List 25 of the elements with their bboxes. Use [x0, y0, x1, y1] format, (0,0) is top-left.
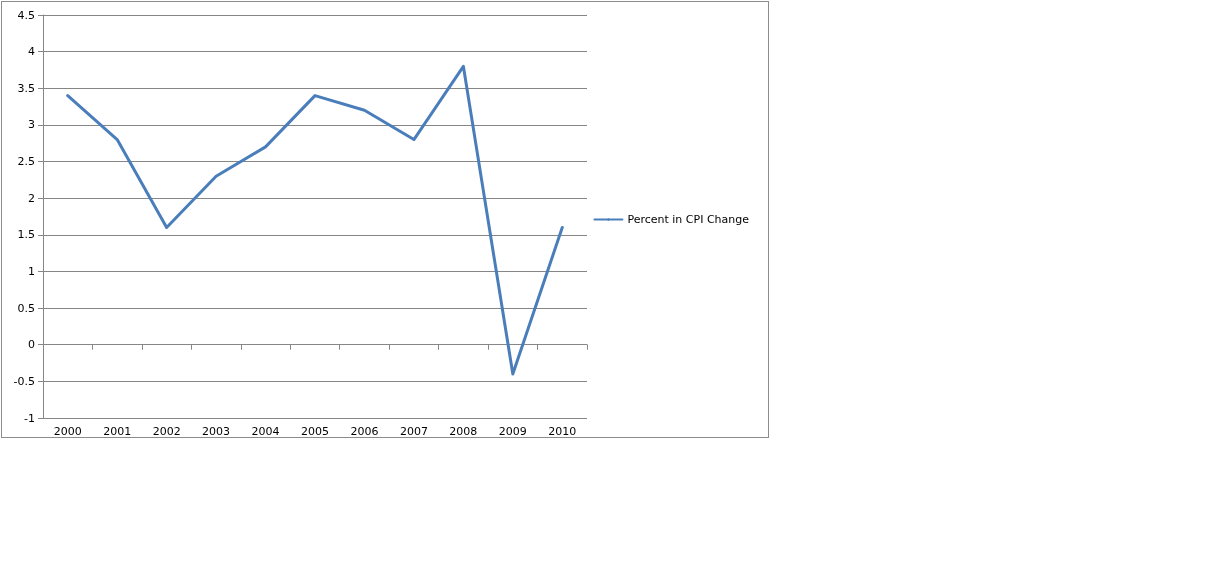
x-tick-label: 2000	[53, 425, 82, 438]
x-tick-label: 2009	[498, 425, 527, 438]
x-tick-label: 2005	[301, 425, 329, 438]
y-tick-label: 2	[28, 191, 35, 205]
x-tick-label: 2004	[251, 425, 280, 438]
y-tick-label: 0	[28, 338, 35, 352]
y-tick-label: -1	[24, 411, 35, 425]
x-tick-label: 2008	[449, 425, 478, 438]
y-tick-label: 1.5	[17, 228, 35, 242]
y-tick-label: 3.5	[17, 81, 35, 95]
x-tick-label: 2001	[103, 425, 132, 438]
y-tick-label: 1	[28, 264, 35, 278]
x-tick-label: 2010	[548, 425, 577, 438]
y-tick-label: 3	[28, 118, 35, 132]
legend-label: Percent in CPI Change	[627, 213, 750, 226]
y-tick-label: 0.5	[17, 301, 35, 315]
x-tick-label: 2007	[399, 425, 428, 438]
x-tick-label: 2002	[152, 425, 181, 438]
y-tick-label: 4.5	[17, 8, 35, 22]
line-series	[66, 64, 564, 376]
y-tick-label: 4	[28, 45, 35, 59]
x-tick-label: 2003	[202, 425, 231, 438]
y-tick-label: 2.5	[17, 155, 35, 169]
y-tick-label: -0.5	[13, 374, 35, 388]
x-tick-label: 2006	[350, 425, 379, 438]
